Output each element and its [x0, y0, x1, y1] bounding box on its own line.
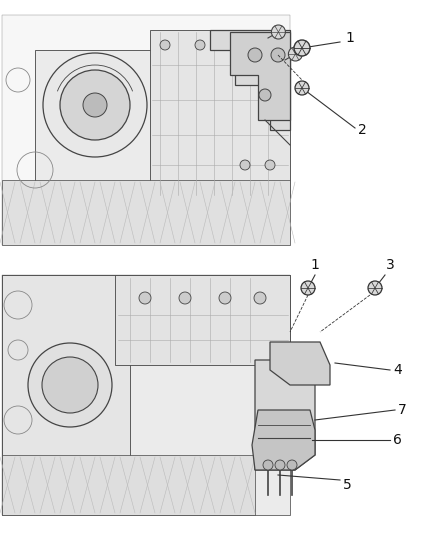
- Circle shape: [294, 40, 310, 56]
- Circle shape: [219, 292, 231, 304]
- Circle shape: [248, 48, 262, 62]
- Text: 5: 5: [343, 478, 352, 492]
- Circle shape: [42, 357, 98, 413]
- Circle shape: [60, 70, 130, 140]
- Circle shape: [368, 281, 382, 295]
- Circle shape: [301, 281, 315, 295]
- Polygon shape: [270, 342, 330, 385]
- Circle shape: [288, 47, 302, 61]
- Polygon shape: [115, 275, 290, 365]
- Polygon shape: [150, 30, 290, 200]
- Polygon shape: [2, 180, 290, 245]
- Circle shape: [272, 25, 286, 39]
- Polygon shape: [35, 50, 155, 200]
- Circle shape: [275, 460, 285, 470]
- Polygon shape: [2, 275, 290, 515]
- Circle shape: [160, 40, 170, 50]
- Circle shape: [259, 89, 271, 101]
- Polygon shape: [2, 15, 290, 245]
- Text: 7: 7: [398, 403, 407, 417]
- Circle shape: [28, 343, 112, 427]
- Polygon shape: [252, 410, 315, 470]
- Text: 1: 1: [311, 258, 319, 272]
- Text: 3: 3: [385, 258, 394, 272]
- Circle shape: [254, 292, 266, 304]
- Circle shape: [271, 48, 285, 62]
- Polygon shape: [2, 275, 290, 515]
- Polygon shape: [255, 360, 315, 470]
- Circle shape: [139, 292, 151, 304]
- Circle shape: [263, 460, 273, 470]
- Circle shape: [287, 460, 297, 470]
- Circle shape: [265, 160, 275, 170]
- Circle shape: [195, 40, 205, 50]
- Circle shape: [179, 292, 191, 304]
- Circle shape: [43, 53, 147, 157]
- Polygon shape: [210, 30, 290, 130]
- Circle shape: [295, 81, 309, 95]
- Polygon shape: [230, 32, 290, 120]
- Circle shape: [240, 160, 250, 170]
- Text: 6: 6: [393, 433, 402, 447]
- Polygon shape: [2, 275, 130, 470]
- Polygon shape: [2, 455, 255, 515]
- Text: 4: 4: [393, 363, 402, 377]
- Text: 2: 2: [358, 123, 367, 137]
- Circle shape: [83, 93, 107, 117]
- Text: 1: 1: [345, 31, 354, 45]
